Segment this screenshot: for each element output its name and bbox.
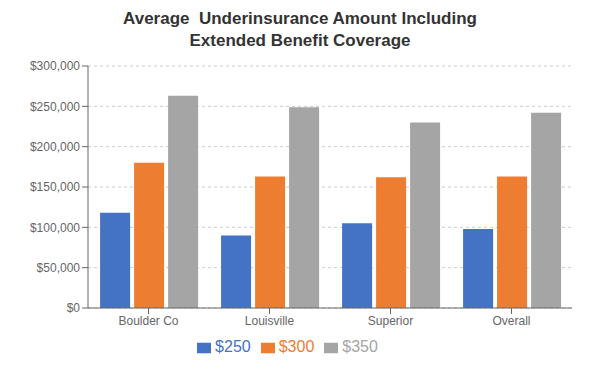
svg-text:$250,000: $250,000: [30, 100, 80, 114]
svg-text:$0: $0: [67, 301, 81, 315]
svg-text:Superior: Superior: [368, 314, 413, 328]
html-text:Average Underinsurance Amount: Average Underinsurance Amount Including: [123, 9, 477, 28]
html-text:$300: $300: [278, 338, 315, 355]
html-text:$350: $350: [342, 338, 378, 355]
html-text:Extended Benefit Coverage: Extended Benefit Coverage: [189, 31, 411, 50]
svg-text:$50,000: $50,000: [37, 261, 81, 275]
svg-text:$300,000: $300,000: [30, 59, 80, 73]
svg-text:$200,000: $200,000: [30, 140, 80, 154]
html-text:$250: $250: [215, 338, 251, 355]
svg-text:Boulder Co: Boulder Co: [118, 314, 178, 328]
svg-text:Overall: Overall: [492, 314, 530, 328]
svg-text:$150,000: $150,000: [30, 180, 80, 194]
svg-text:Louisville: Louisville: [245, 314, 295, 328]
svg-text:$100,000: $100,000: [30, 221, 80, 235]
